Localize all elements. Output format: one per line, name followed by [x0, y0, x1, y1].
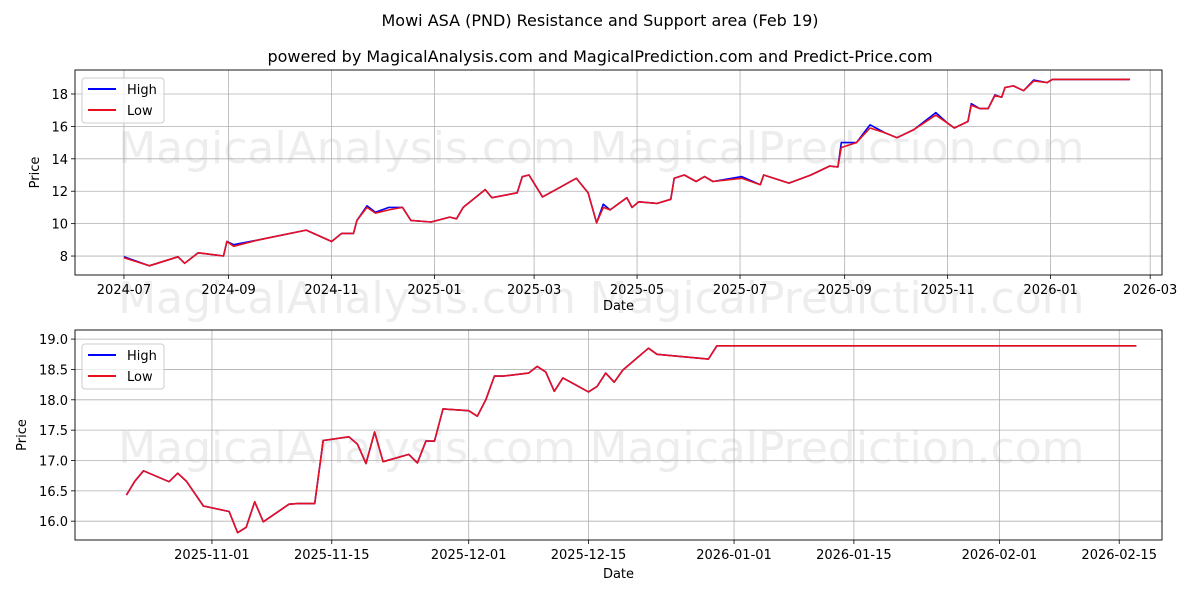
- watermark-prediction: MagicalPrediction.com: [590, 123, 1085, 174]
- y-tick-label: 8: [60, 250, 68, 265]
- legend-label-low: Low: [127, 104, 153, 119]
- legend: High Low: [81, 343, 165, 390]
- series-line-low: [123, 78, 1130, 267]
- x-tick-label: 2025-12-01: [431, 548, 507, 563]
- x-tick-label: 2024-11: [304, 283, 358, 298]
- y-tick-label: 16.0: [39, 515, 68, 530]
- x-tick-label: 2025-05: [610, 283, 664, 298]
- y-tick-label: 18.0: [39, 394, 68, 409]
- x-tick-label: 2024-07: [97, 283, 151, 298]
- series-line-low: [125, 345, 1137, 534]
- watermark-analysis: MagicalAnalysis.com: [118, 423, 576, 474]
- legend-label-high: High: [127, 83, 157, 98]
- x-tick-label: 2025-03: [507, 283, 561, 298]
- x-tick-label: 2026-02-15: [1081, 548, 1157, 563]
- x-tick-label: 2025-07: [713, 283, 767, 298]
- x-tick-label: 2026-03: [1123, 283, 1177, 298]
- y-tick-label: 17.0: [39, 454, 68, 469]
- watermark-analysis: MagicalAnalysis.com: [118, 123, 576, 174]
- x-tick-label: 2025-11: [920, 283, 974, 298]
- chart-subtitle: powered by MagicalAnalysis.com and Magic…: [267, 47, 932, 66]
- y-tick-label: 17.5: [39, 424, 68, 439]
- y-tick-label: 18: [51, 88, 68, 103]
- x-tick-label: 2026-01: [1023, 283, 1077, 298]
- watermark-prediction: MagicalPrediction.com: [590, 423, 1085, 474]
- watermark-prediction: MagicalPrediction.com: [590, 273, 1085, 324]
- y-tick-label: 16: [51, 120, 68, 135]
- plot-frame: [74, 329, 1163, 541]
- x-tick-label: 2026-01-15: [816, 548, 892, 563]
- x-tick-label: 2024-09: [201, 283, 255, 298]
- x-tick-label: 2025-01: [407, 283, 461, 298]
- watermarks: MagicalAnalysis.com MagicalPrediction.co…: [118, 123, 1084, 474]
- x-tick-label: 2025-09: [818, 283, 872, 298]
- x-tick-label: 2025-11-15: [294, 548, 370, 563]
- x-tick-label: 2026-01-01: [696, 548, 772, 563]
- y-tick-label: 10: [51, 218, 68, 233]
- bottom-chart: 2025-11-01 2025-11-15 2025-12-01 2025-12-15…: [15, 329, 1163, 582]
- y-tick-label: 19.0: [39, 333, 68, 348]
- top-chart: 2024-07 2024-09 2024-11 2025-01 2025-03 2025-…: [28, 69, 1177, 314]
- legend-label-high: High: [127, 349, 157, 364]
- plot-frame: [74, 69, 1163, 276]
- y-tick-label: 16.5: [39, 485, 68, 500]
- x-tick-label: 2025-11-01: [174, 548, 250, 563]
- y-tick-label: 18.5: [39, 363, 68, 378]
- y-axis-label: Price: [15, 419, 30, 451]
- y-tick-label: 12: [51, 185, 68, 200]
- y-axis-label: Price: [28, 157, 43, 189]
- x-tick-label: 2025-12-15: [551, 548, 627, 563]
- legend-label-low: Low: [127, 370, 153, 385]
- watermark-analysis: MagicalAnalysis.com: [118, 273, 576, 324]
- chart-title: Mowi ASA (PND) Resistance and Support ar…: [382, 11, 819, 30]
- x-axis-label: Date: [603, 567, 634, 582]
- x-tick-label: 2026-02-01: [962, 548, 1038, 563]
- y-tick-label: 14: [51, 153, 68, 168]
- legend: High Low: [81, 77, 165, 124]
- x-axis-label: Date: [603, 299, 634, 314]
